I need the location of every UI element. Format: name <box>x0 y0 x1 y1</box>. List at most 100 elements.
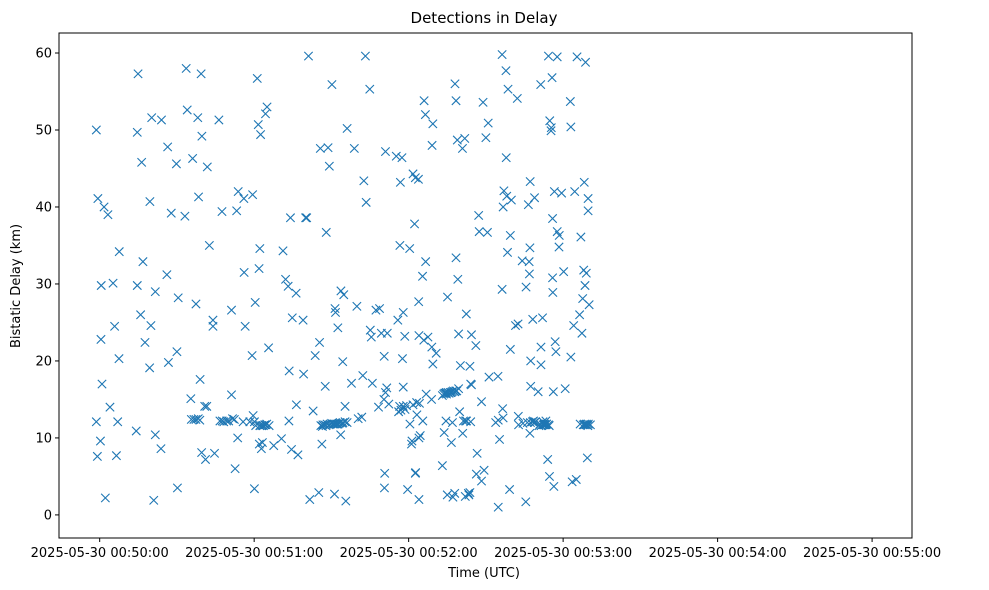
data-point-marker <box>446 437 456 448</box>
data-point-marker <box>577 328 587 338</box>
data-point-marker <box>320 381 330 391</box>
data-point-marker <box>171 159 181 169</box>
data-point-marker <box>547 273 558 283</box>
data-point-marker <box>583 193 593 204</box>
data-point-marker <box>458 416 469 426</box>
data-point-marker <box>323 143 333 153</box>
data-point-marker <box>285 213 296 223</box>
data-point-marker <box>391 151 401 161</box>
data-point-marker <box>255 243 265 254</box>
data-point-marker <box>111 451 122 461</box>
data-point-marker <box>442 292 453 302</box>
data-point-marker <box>338 417 348 428</box>
data-point-marker <box>298 315 308 325</box>
data-point-marker <box>233 433 243 443</box>
data-point-marker <box>338 357 348 367</box>
data-point-marker <box>556 188 567 198</box>
data-point-marker <box>397 153 407 163</box>
data-point-marker <box>379 351 389 361</box>
data-point-marker <box>533 387 543 397</box>
data-point-marker <box>415 431 425 441</box>
data-point-marker <box>100 493 110 503</box>
data-point-marker <box>406 439 417 449</box>
data-point-marker <box>250 297 260 308</box>
data-point-marker <box>543 454 553 465</box>
data-point-marker <box>105 402 115 412</box>
data-point-marker <box>305 494 315 505</box>
data-point-marker <box>560 384 570 394</box>
data-point-marker <box>284 366 294 376</box>
data-point-marker <box>324 161 334 171</box>
y-tick-label: 10 <box>35 431 52 446</box>
data-point-marker <box>582 453 592 463</box>
data-point-marker <box>545 116 555 126</box>
data-point-marker <box>409 219 420 229</box>
data-point-marker <box>414 494 424 505</box>
data-point-marker <box>395 240 405 251</box>
data-point-marker <box>512 93 522 104</box>
data-point-marker <box>240 321 250 331</box>
data-point-marker <box>103 210 113 220</box>
data-point-marker <box>366 332 376 342</box>
data-point-marker <box>536 342 546 352</box>
data-point-marker <box>566 122 576 132</box>
data-point-marker <box>352 301 362 311</box>
data-point-marker <box>502 191 512 201</box>
data-point-marker <box>528 314 538 324</box>
data-point-marker <box>260 109 271 119</box>
data-point-marker <box>379 483 390 493</box>
data-point-marker <box>238 417 248 427</box>
data-point-marker <box>193 192 204 202</box>
data-point-marker <box>544 471 555 482</box>
data-point-marker <box>133 69 143 79</box>
data-point-marker <box>365 84 375 94</box>
data-point-marker <box>493 371 503 381</box>
data-point-marker <box>340 417 350 427</box>
data-point-marker <box>291 288 301 298</box>
data-point-marker <box>314 487 324 498</box>
data-point-marker <box>340 401 350 411</box>
data-point-marker <box>407 436 417 446</box>
data-point-marker <box>284 416 294 426</box>
data-point-marker <box>411 467 421 478</box>
data-point-marker <box>145 363 155 373</box>
data-point-marker <box>583 206 593 216</box>
data-point-marker <box>497 49 507 60</box>
data-point-marker <box>451 253 461 263</box>
data-point-marker <box>113 417 123 427</box>
data-point-marker <box>497 284 507 294</box>
data-point-marker <box>537 313 548 323</box>
data-point-marker <box>138 257 148 267</box>
data-point-marker <box>552 52 562 62</box>
data-point-marker <box>481 133 491 143</box>
data-point-marker <box>193 113 203 123</box>
data-point-marker <box>262 102 272 112</box>
data-point-marker <box>197 447 207 458</box>
data-point-marker <box>398 307 408 318</box>
data-point-marker <box>572 52 582 62</box>
data-points <box>91 49 596 512</box>
data-point-marker <box>529 193 540 203</box>
data-point-marker <box>524 257 534 267</box>
data-point-marker <box>455 360 465 371</box>
data-point-marker <box>200 454 211 465</box>
data-point-marker <box>431 348 441 358</box>
data-point-marker <box>249 484 260 494</box>
data-point-marker <box>367 378 377 388</box>
data-point-marker <box>209 448 220 458</box>
data-point-marker <box>414 433 424 443</box>
data-point-marker <box>336 430 346 440</box>
data-point-marker <box>471 469 481 479</box>
x-tick-label: 2025-05-30 00:54:00 <box>649 546 787 561</box>
data-point-marker <box>163 142 173 152</box>
data-point-marker <box>373 402 384 412</box>
data-point-marker <box>182 105 192 115</box>
data-point-marker <box>521 282 531 292</box>
data-point-marker <box>421 257 431 267</box>
data-point-marker <box>525 243 535 253</box>
data-point-marker <box>400 331 410 341</box>
data-point-marker <box>494 434 505 445</box>
data-point-marker <box>264 421 274 431</box>
data-point-marker <box>506 195 516 205</box>
data-point-marker <box>472 448 482 458</box>
